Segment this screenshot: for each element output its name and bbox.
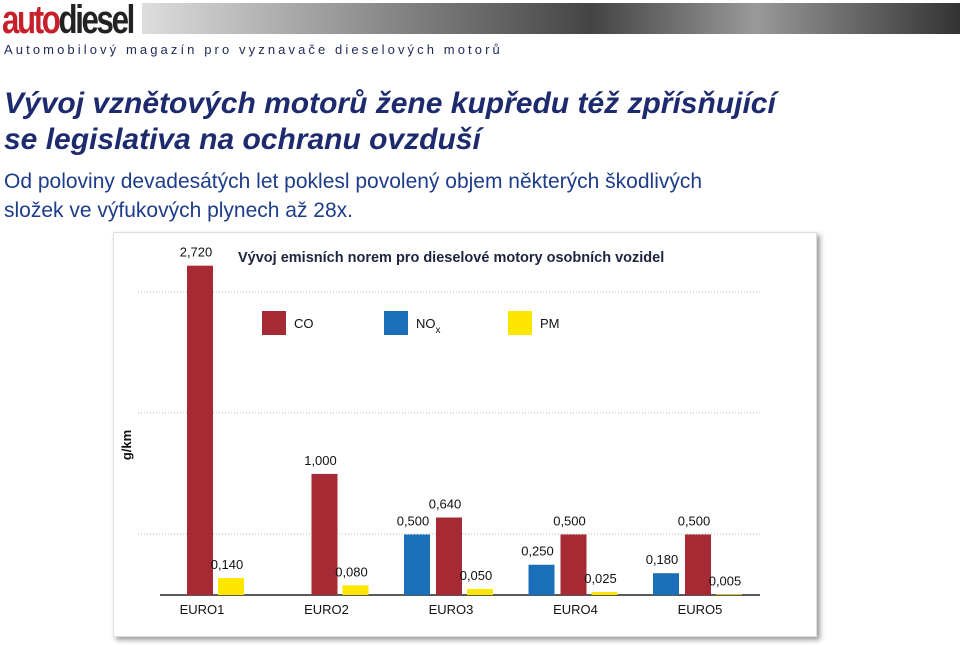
value-label: 0,500 [553,513,586,528]
x-tick-label: EURO1 [180,602,225,617]
value-label: 0,005 [709,573,742,588]
legend-label: CO [294,316,314,331]
legend-label: PM [540,316,560,331]
article-lead: Od poloviny devadesátých let poklesl pov… [4,167,702,225]
x-tick-label: EURO4 [553,602,598,617]
bar [716,594,742,595]
bar [404,534,430,595]
logo-part: diesel [58,0,136,42]
value-label: 0,180 [646,552,679,567]
bar [467,588,493,595]
tagline: Automobilový magazín pro vyznavače diese… [4,42,503,57]
article-title: Vývoj vznětových motorů žene kupředu též… [4,86,776,158]
subscript: x [436,325,441,336]
chart-title: Vývoj emisních norem pro dieselové motor… [238,250,664,266]
value-label: 0,500 [678,513,711,528]
value-label: 0,140 [211,557,244,572]
lead-line: Od poloviny devadesátých let poklesl pov… [4,170,703,193]
bar [187,265,213,595]
title-line: se legislativa na ochranu ovzduší [4,123,481,156]
bar [653,573,679,595]
x-tick-label: EURO3 [429,602,474,617]
value-label: 0,025 [584,571,617,586]
legend-label: NOx [416,316,441,336]
x-tick-label: EURO2 [304,602,349,617]
lead-line: složek ve výfukových plynech až 28x. [4,199,354,222]
banner [142,3,960,34]
legend-swatch [508,311,532,335]
value-label: 0,080 [335,564,368,579]
value-label: 1,000 [304,453,337,468]
value-label: 0,250 [521,544,554,559]
bar [436,517,462,595]
x-tick-label: EURO5 [678,602,723,617]
y-axis-label: g/km [119,430,134,460]
value-label: 0,050 [460,568,493,583]
legend-swatch [262,311,286,335]
bar [685,534,711,595]
value-label: 2,720 [180,245,213,260]
value-label: 0,640 [429,497,462,512]
value-label: 0,500 [397,513,430,528]
title-line: Vývoj vznětových motorů žene kupředu též… [4,87,776,120]
bar [218,578,244,595]
legend-swatch [384,311,408,335]
bar [342,585,369,595]
bar [560,534,587,595]
logo-part: auto [2,0,61,42]
bar [591,591,618,595]
bar [311,473,338,595]
logo: autodiesel [2,0,136,42]
bar [528,564,555,595]
